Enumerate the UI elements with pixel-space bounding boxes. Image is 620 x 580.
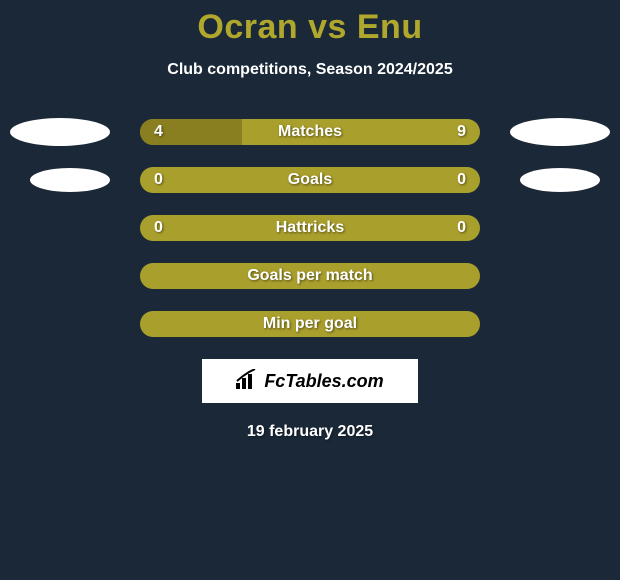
- stat-bar: 0 Hattricks 0: [140, 215, 480, 241]
- stat-label: Goals: [288, 171, 332, 189]
- stat-label: Min per goal: [263, 315, 357, 333]
- stat-row: Min per goal: [0, 311, 620, 337]
- player-avatar-left: [30, 168, 110, 192]
- stat-value-right: 9: [457, 123, 466, 141]
- stat-value-right: 0: [457, 171, 466, 189]
- stat-label: Goals per match: [247, 267, 372, 285]
- stat-row: 0 Goals 0: [0, 167, 620, 193]
- stat-row: 4 Matches 9: [0, 119, 620, 145]
- stats-container: 4 Matches 9 0 Goals 0 0 Hattricks 0 Goals per mat…: [0, 119, 620, 337]
- player-avatar-right: [510, 118, 610, 146]
- stat-bar: 0 Goals 0: [140, 167, 480, 193]
- stat-label: Hattricks: [276, 219, 344, 237]
- stat-row: 0 Hattricks 0: [0, 215, 620, 241]
- stat-value-left: 0: [154, 219, 163, 237]
- stat-value-left: 0: [154, 171, 163, 189]
- stat-row: Goals per match: [0, 263, 620, 289]
- stat-bar: Goals per match: [140, 263, 480, 289]
- player-avatar-right: [520, 168, 600, 192]
- stat-value-left: 4: [154, 123, 163, 141]
- date-text: 19 february 2025: [0, 423, 620, 441]
- page-title: Ocran vs Enu: [0, 0, 620, 47]
- page-subtitle: Club competitions, Season 2024/2025: [0, 61, 620, 79]
- chart-icon: [236, 369, 258, 394]
- player-avatar-left: [10, 118, 110, 146]
- stat-bar: Min per goal: [140, 311, 480, 337]
- stat-label: Matches: [278, 123, 342, 141]
- stat-value-right: 0: [457, 219, 466, 237]
- logo-text: FcTables.com: [264, 371, 383, 392]
- stat-bar: 4 Matches 9: [140, 119, 480, 145]
- logo-box[interactable]: FcTables.com: [202, 359, 418, 403]
